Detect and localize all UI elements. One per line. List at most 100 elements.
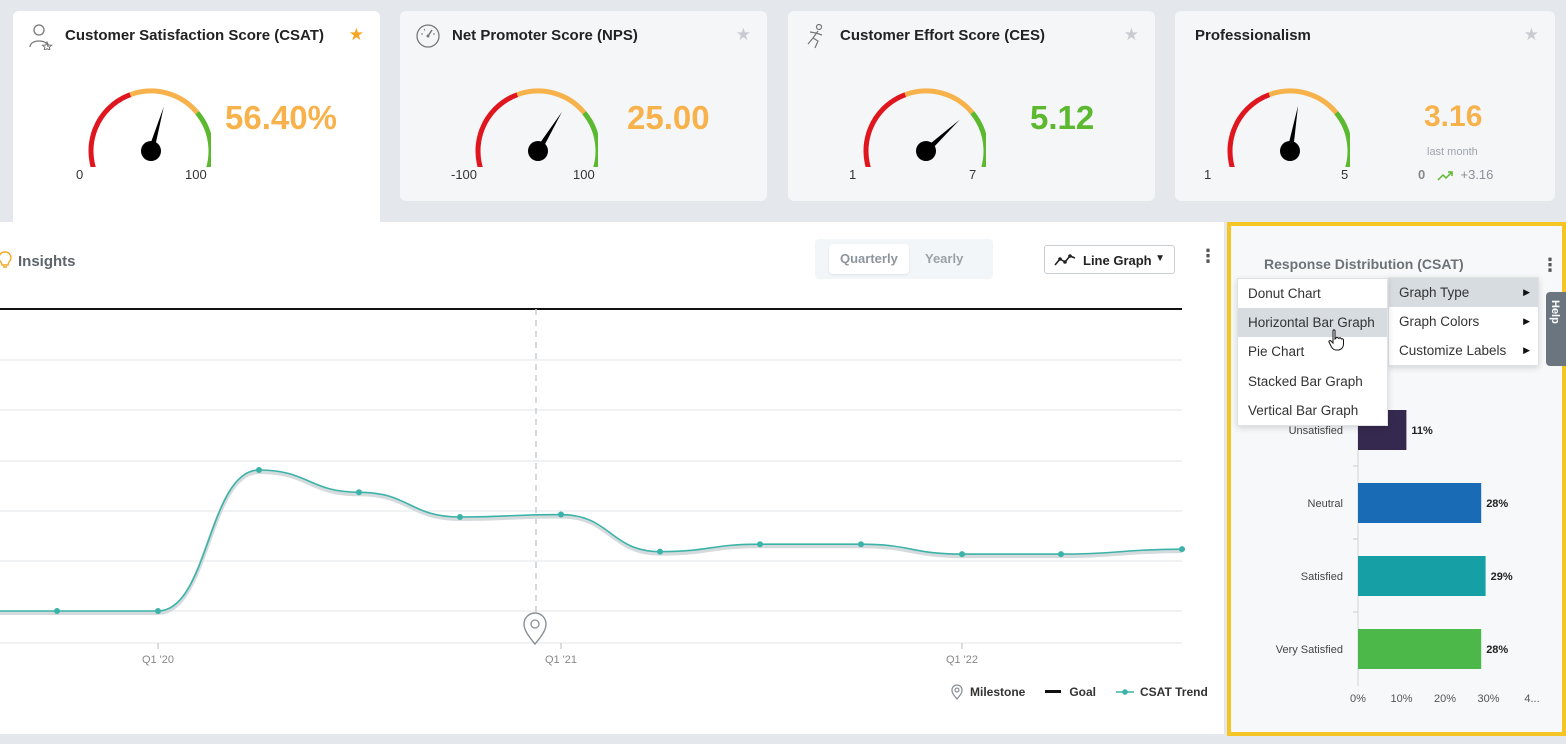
- gauge-arc: [1227, 92, 1271, 167]
- star-icon[interactable]: ★: [735, 25, 751, 44]
- period-yearly-button[interactable]: Yearly: [925, 251, 964, 266]
- menu-item-graph-type[interactable]: Graph Type ▶: [1389, 278, 1538, 307]
- gauge-hub: [141, 141, 161, 161]
- last-month-label: last month: [1427, 146, 1478, 158]
- bar-satisfied: [1358, 556, 1486, 596]
- star-icon[interactable]: ★: [1123, 25, 1139, 44]
- gauge-hub: [528, 141, 548, 161]
- help-label: Help: [1549, 300, 1561, 324]
- menu-item-label: Customize Labels: [1399, 343, 1507, 358]
- gauge-max: 5: [1341, 167, 1349, 182]
- gauge-max: 100: [573, 167, 595, 182]
- menu-item-donut-chart[interactable]: Donut Chart: [1248, 286, 1321, 301]
- menu-item-horizontal-bar-graph[interactable]: Horizontal Bar Graph: [1238, 308, 1387, 337]
- trend-point: [457, 514, 463, 520]
- lightbulb-icon: [0, 251, 12, 268]
- chevron-down-icon: ▼: [1155, 253, 1165, 264]
- hand-cursor-icon: [1328, 329, 1344, 351]
- gauge-needle: [148, 106, 164, 152]
- trend-point: [558, 511, 564, 518]
- star-icon[interactable]: ★: [348, 25, 364, 44]
- last-month-change: +3.16: [1460, 167, 1494, 182]
- gauge-arc: [863, 92, 907, 167]
- gauge-arc: [970, 111, 986, 167]
- star-icon[interactable]: ★: [1523, 25, 1539, 44]
- gauge-arc: [1268, 88, 1339, 115]
- trend-point: [757, 541, 763, 548]
- trend-point: [959, 551, 965, 558]
- gauge-max: 100: [185, 167, 207, 182]
- trend-line-chart: Q1 '20 Q1 '21 Q1 '22: [0, 308, 1185, 666]
- gauge: [1227, 88, 1350, 167]
- menu-item-graph-colors[interactable]: Graph Colors ▶: [1389, 307, 1538, 336]
- gauge-arc: [1334, 111, 1350, 167]
- kpi-card-professionalism[interactable]: Professionalism ★ 1 5 3.16 last month 0 …: [1175, 11, 1555, 201]
- trend-point: [54, 608, 60, 614]
- graph-type-submenu: Donut Chart Horizontal Bar Graph Pie Cha…: [1237, 278, 1388, 426]
- gauge-min: 0: [76, 167, 84, 182]
- x-tick-label: 0%: [1350, 693, 1366, 705]
- goal-legend-line: [1045, 690, 1062, 693]
- menu-item-stacked-bar-graph[interactable]: Stacked Bar Graph: [1248, 374, 1363, 389]
- kpi-card-nps[interactable]: Net Promoter Score (NPS) ★ -100 100 25.0…: [400, 11, 767, 201]
- legend-trend: CSAT Trend: [1140, 685, 1208, 699]
- milestone-icon: [951, 684, 963, 700]
- bar-category-label: Satisfied: [1301, 571, 1343, 583]
- x-tick-label: 10%: [1390, 693, 1412, 705]
- trend-line: [0, 469, 1183, 612]
- kpi-card-csat[interactable]: Customer Satisfaction Score (CSAT) ★ 0 1…: [13, 11, 380, 223]
- gauge: [863, 88, 986, 167]
- menu-item-pie-chart[interactable]: Pie Chart: [1248, 344, 1305, 359]
- graph-type-select[interactable]: Line Graph ▼: [1044, 245, 1175, 274]
- trend-point: [657, 548, 663, 555]
- period-quarterly-button[interactable]: Quarterly: [829, 244, 909, 274]
- trend-point: [1179, 546, 1185, 553]
- running-person-icon: [807, 23, 823, 49]
- x-tick-label: Q1 '20: [142, 654, 174, 666]
- trend-point: [356, 489, 362, 496]
- distribution-bar-chart: 11% Unsatisfied 28% Neutral 29% Satisfied 28% V…: [1276, 391, 1540, 705]
- x-tick-label: Q1 '22: [946, 654, 978, 666]
- graph-options-menu: Graph Type ▶ Graph Colors ▶ Customize Labe…: [1388, 277, 1539, 366]
- card-title: Professionalism: [1195, 27, 1311, 44]
- x-tick-label: 20%: [1434, 693, 1456, 705]
- gauge-min: 1: [1204, 167, 1212, 182]
- kpi-value: 5.12: [1030, 99, 1095, 136]
- kpi-value: 56.40%: [225, 99, 337, 136]
- menu-item-label: Graph Colors: [1399, 314, 1480, 329]
- x-tick-label: Q1 '21: [545, 654, 577, 666]
- help-tab[interactable]: Help: [1546, 292, 1566, 366]
- insights-title: Insights: [18, 253, 76, 270]
- last-month-trend: 0 +3.16: [1418, 167, 1493, 182]
- milestone-icon-dot: [530, 619, 540, 629]
- bar-value-label: 28%: [1486, 644, 1508, 656]
- gauge: [88, 88, 211, 167]
- bar-category-label: Neutral: [1308, 498, 1343, 510]
- gauge-min: -100: [451, 167, 478, 182]
- gauge-arc: [475, 92, 519, 167]
- last-month-value: 0: [1418, 167, 1426, 182]
- trend-point: [256, 467, 262, 473]
- chart-legend: Milestone Goal CSAT Trend: [950, 684, 1208, 700]
- card-title: Customer Satisfaction Score (CSAT): [65, 27, 324, 44]
- distribution-title: Response Distribution (CSAT): [1264, 256, 1464, 272]
- gauge-arc: [582, 111, 598, 167]
- speedometer-icon: [416, 24, 440, 48]
- bar-value-label: 29%: [1491, 571, 1513, 583]
- menu-item-vertical-bar-graph[interactable]: Vertical Bar Graph: [1248, 403, 1359, 418]
- gauge-max: 7: [969, 167, 977, 182]
- kpi-card-ces[interactable]: Customer Effort Score (CES) ★ 1 7 5.12: [788, 11, 1155, 201]
- gauge-arc: [904, 88, 975, 115]
- bar-value-label: 11%: [1411, 425, 1433, 437]
- graph-type-label: Line Graph: [1083, 253, 1152, 268]
- trend-point: [1058, 551, 1064, 558]
- gauge-arc: [516, 88, 587, 115]
- trend-legend-line: [1116, 689, 1135, 695]
- chevron-right-icon: ▶: [1523, 345, 1530, 355]
- menu-item-customize-labels[interactable]: Customize Labels ▶: [1389, 336, 1538, 365]
- x-tick-label: 4...: [1524, 693, 1539, 705]
- legend-milestone: Milestone: [970, 685, 1026, 699]
- line-graph-icon: [1054, 254, 1076, 266]
- gauge-hub: [916, 141, 936, 161]
- card-title: Customer Effort Score (CES): [840, 27, 1046, 44]
